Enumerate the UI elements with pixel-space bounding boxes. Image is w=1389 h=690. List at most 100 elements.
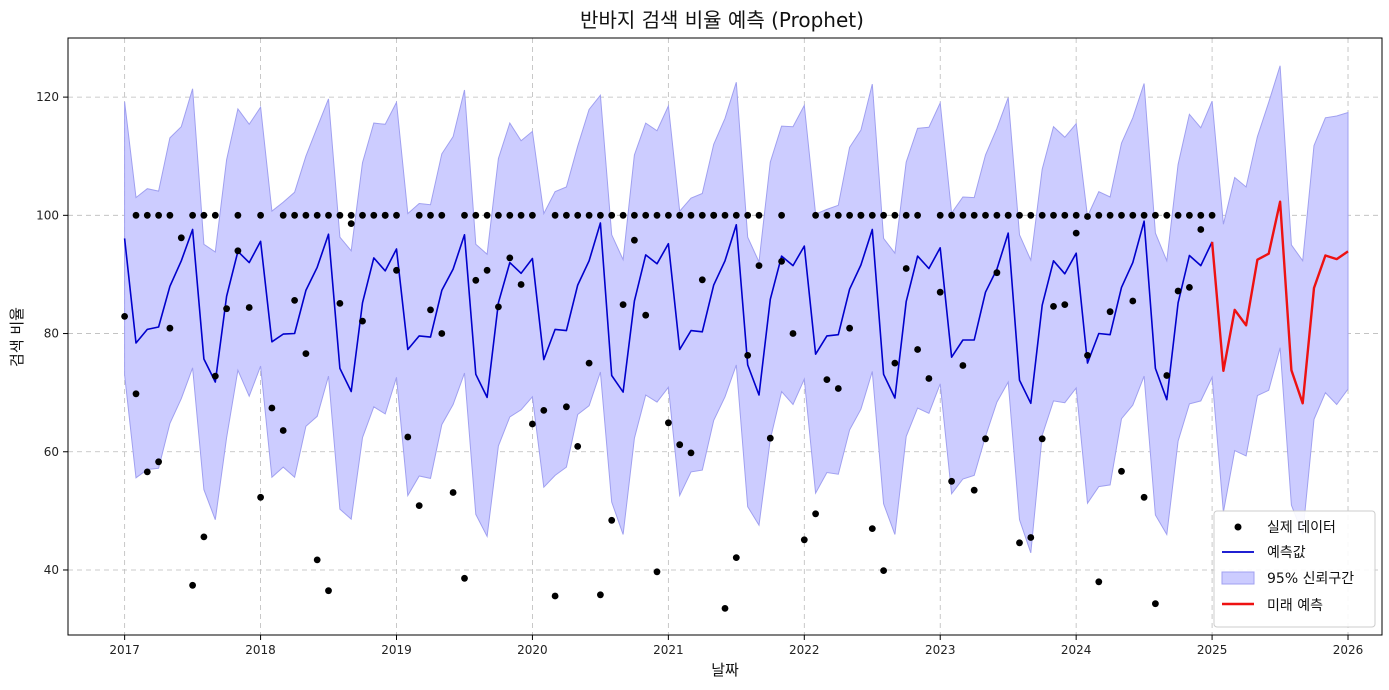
chart-title: 반바지 검색 비율 예측 (Prophet) xyxy=(580,8,864,32)
x-tick-label: 2020 xyxy=(517,643,548,657)
actual-data-point xyxy=(393,211,400,219)
x-tick-label: 2018 xyxy=(245,643,276,657)
actual-data-point xyxy=(744,211,752,219)
actual-data-point xyxy=(925,375,933,382)
actual-data-point xyxy=(1027,534,1035,541)
actual-data-point xyxy=(472,211,480,219)
actual-data-point xyxy=(1061,211,1069,219)
x-tick-label: 2026 xyxy=(1333,643,1364,657)
actual-data-point xyxy=(619,301,627,308)
actual-data-point xyxy=(800,536,808,544)
y-tick-label: 40 xyxy=(44,563,59,577)
actual-data-point xyxy=(1038,435,1046,443)
actual-points xyxy=(121,211,1216,612)
actual-data-point xyxy=(914,211,921,219)
y-axis-ticks: 40 60 80 100 120 xyxy=(36,90,68,577)
actual-data-point xyxy=(959,211,967,219)
actual-data-point xyxy=(891,211,899,219)
actual-data-point xyxy=(1208,211,1216,219)
actual-data-point xyxy=(834,211,842,219)
actual-data-point xyxy=(665,419,672,427)
actual-data-point xyxy=(279,427,287,434)
actual-data-point xyxy=(812,211,819,219)
actual-data-point xyxy=(1050,211,1057,219)
actual-data-point xyxy=(868,525,876,532)
actual-data-point xyxy=(1152,211,1159,219)
actual-data-point xyxy=(1118,467,1125,475)
actual-data-point xyxy=(472,276,480,284)
actual-data-point xyxy=(1084,213,1091,220)
actual-data-point xyxy=(597,211,604,219)
actual-data-point xyxy=(143,211,151,219)
actual-data-point xyxy=(1186,284,1193,291)
actual-data-point xyxy=(1084,352,1091,359)
actual-data-point xyxy=(359,211,366,219)
future-forecast-line xyxy=(1210,200,1349,405)
actual-data-point xyxy=(1163,372,1171,379)
actual-data-point xyxy=(936,288,944,296)
actual-data-point xyxy=(438,330,446,337)
actual-data-point xyxy=(1140,493,1148,501)
actual-data-point xyxy=(415,502,423,509)
x-tick-label: 2022 xyxy=(789,643,820,657)
actual-data-point xyxy=(653,211,661,219)
actual-data-point xyxy=(404,433,412,441)
actual-data-point xyxy=(970,486,978,494)
actual-data-point xyxy=(483,211,491,219)
actual-data-point xyxy=(710,211,718,219)
actual-data-point xyxy=(517,281,525,288)
actual-data-point xyxy=(1186,211,1193,219)
actual-data-point xyxy=(381,211,389,219)
actual-data-point xyxy=(574,211,582,219)
actual-data-point xyxy=(1129,211,1137,219)
actual-data-point xyxy=(393,266,400,274)
legend-actual-marker xyxy=(1234,523,1242,531)
actual-data-point xyxy=(291,211,298,219)
actual-data-point xyxy=(665,211,672,219)
actual-data-point xyxy=(857,211,865,219)
actual-data-point xyxy=(880,567,887,574)
actual-data-point xyxy=(279,211,287,219)
plot-frame xyxy=(67,37,1383,636)
actual-data-point xyxy=(631,211,638,219)
actual-data-point xyxy=(155,458,163,466)
actual-data-point xyxy=(868,211,876,219)
forecast-lines xyxy=(123,200,1349,405)
y-tick-label: 60 xyxy=(44,445,59,459)
x-tick-label: 2019 xyxy=(381,643,412,657)
actual-data-point xyxy=(970,211,978,219)
actual-data-point xyxy=(585,359,593,367)
actual-data-point xyxy=(313,556,321,564)
actual-data-point xyxy=(1140,211,1148,219)
actual-data-point xyxy=(1129,297,1137,305)
actual-data-point xyxy=(1174,287,1182,295)
actual-data-point xyxy=(993,269,1001,277)
actual-data-point xyxy=(846,211,853,219)
actual-data-point xyxy=(902,211,910,219)
actual-data-point xyxy=(257,211,264,219)
actual-data-point xyxy=(1163,211,1171,219)
actual-data-point xyxy=(676,211,684,219)
actual-data-point xyxy=(245,304,253,311)
actual-data-point xyxy=(687,211,695,219)
actual-data-point xyxy=(506,211,514,219)
actual-data-point xyxy=(325,211,332,219)
actual-data-point xyxy=(211,372,219,380)
actual-data-point xyxy=(891,359,899,367)
actual-data-point xyxy=(551,211,559,219)
legend-box xyxy=(1213,510,1376,628)
actual-data-point xyxy=(1197,211,1205,219)
actual-data-point xyxy=(359,317,366,325)
actual-data-point xyxy=(155,211,163,219)
actual-data-point xyxy=(778,211,785,219)
actual-data-point xyxy=(982,211,989,219)
actual-data-point xyxy=(143,468,151,476)
actual-data-point xyxy=(427,211,434,219)
x-tick-label: 2023 xyxy=(925,643,956,657)
actual-data-point xyxy=(121,313,128,320)
actual-data-point xyxy=(551,592,559,600)
x-tick-label: 2021 xyxy=(653,643,684,657)
actual-data-point xyxy=(687,449,695,457)
legend-interval-label: 95% 신뢰구간 xyxy=(1267,571,1354,587)
